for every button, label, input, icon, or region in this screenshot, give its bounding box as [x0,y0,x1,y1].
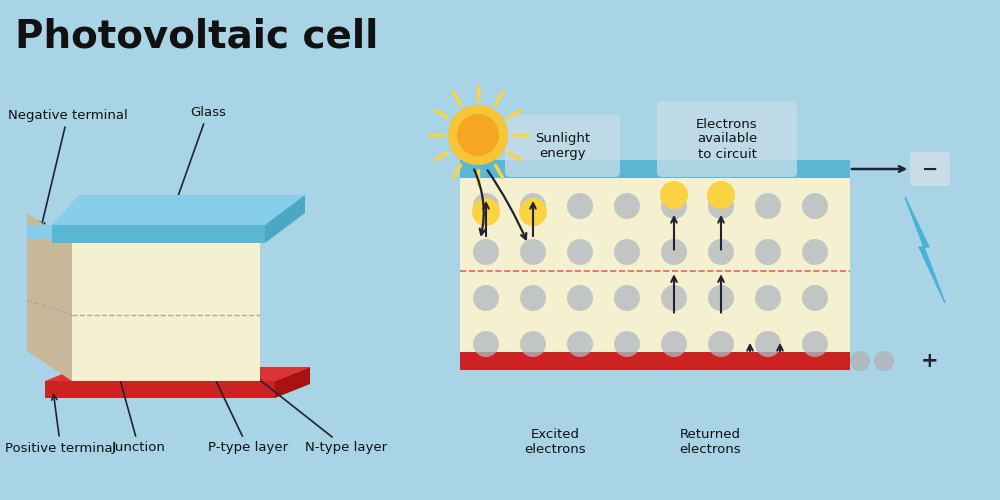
Circle shape [567,193,593,219]
Circle shape [661,193,687,219]
Circle shape [802,285,828,311]
Circle shape [708,239,734,265]
Circle shape [448,105,508,165]
Circle shape [520,285,546,311]
Circle shape [708,331,734,357]
Circle shape [567,285,593,311]
Polygon shape [905,197,945,303]
Polygon shape [52,195,305,225]
Text: Positive terminal: Positive terminal [5,394,116,454]
Circle shape [473,285,499,311]
Polygon shape [27,225,52,239]
FancyBboxPatch shape [657,101,797,177]
Text: P-type layer: P-type layer [168,280,288,454]
Polygon shape [52,225,265,243]
Circle shape [614,285,640,311]
Circle shape [472,198,500,226]
Circle shape [802,331,828,357]
Circle shape [520,239,546,265]
Circle shape [755,193,781,219]
Polygon shape [275,367,310,398]
Circle shape [519,198,547,226]
Circle shape [874,351,894,371]
Text: Excited
electrons: Excited electrons [524,428,586,456]
Circle shape [850,351,870,371]
Text: Junction: Junction [102,319,166,454]
Circle shape [473,193,499,219]
Circle shape [614,331,640,357]
Circle shape [520,193,546,219]
Polygon shape [45,367,310,381]
Text: Returned
electrons: Returned electrons [679,428,741,456]
Bar [460,352,850,370]
Circle shape [802,193,828,219]
Circle shape [473,331,499,357]
Polygon shape [27,213,72,381]
Circle shape [520,331,546,357]
Circle shape [755,331,781,357]
Circle shape [567,239,593,265]
Text: −: − [922,160,938,178]
Circle shape [660,181,688,209]
Circle shape [708,193,734,219]
Text: +: + [921,351,939,371]
Polygon shape [45,381,275,398]
Circle shape [755,239,781,265]
Circle shape [567,331,593,357]
Text: Sunlight
energy: Sunlight energy [535,132,590,160]
Circle shape [755,285,781,311]
Circle shape [448,105,508,165]
Circle shape [708,285,734,311]
Bar [460,160,850,178]
Circle shape [457,114,499,156]
FancyBboxPatch shape [910,152,950,186]
Circle shape [661,285,687,311]
FancyBboxPatch shape [505,115,620,177]
Text: Negative terminal: Negative terminal [8,108,128,228]
Text: Glass: Glass [170,106,226,216]
Circle shape [802,239,828,265]
Text: N-type layer: N-type layer [230,356,387,454]
Polygon shape [72,243,260,381]
Circle shape [614,239,640,265]
Text: Photovoltaic cell: Photovoltaic cell [15,18,378,56]
Text: Electrons
available
to circuit: Electrons available to circuit [696,118,758,160]
Circle shape [473,239,499,265]
Circle shape [661,331,687,357]
Circle shape [614,193,640,219]
Bar [460,160,850,370]
Circle shape [661,239,687,265]
Polygon shape [265,195,305,243]
Circle shape [707,181,735,209]
